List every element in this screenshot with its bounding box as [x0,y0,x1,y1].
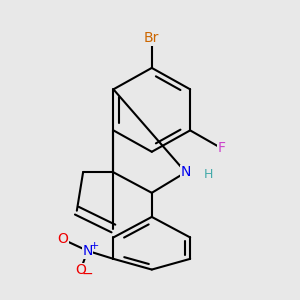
Text: O: O [57,232,68,246]
Text: O: O [75,263,86,278]
Text: F: F [218,141,225,155]
Text: N: N [82,244,93,258]
Text: Br: Br [144,32,160,46]
Text: +: + [89,241,99,251]
Text: H: H [203,169,213,182]
Text: N: N [181,165,191,179]
Text: −: − [81,267,93,281]
